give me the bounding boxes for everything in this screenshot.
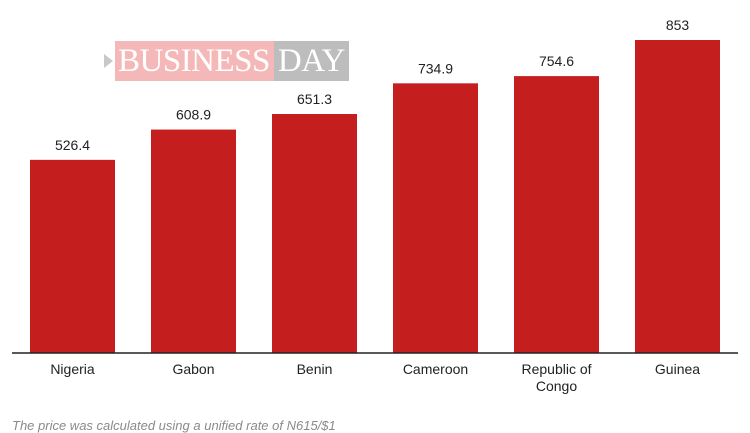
value-labels-group: 526.4 608.9 651.3 734.9 754.6 853 <box>55 17 689 153</box>
value-label: 853 <box>666 17 690 33</box>
logo-business-text: BUSINESS <box>115 41 274 81</box>
bar-guinea <box>635 40 720 353</box>
value-label: 754.6 <box>539 53 574 69</box>
bar-nigeria <box>30 159 115 353</box>
businessday-logo: BUSINESS DAY <box>104 41 349 81</box>
category-label: Cameroon <box>403 361 468 377</box>
footnote: The price was calculated using a unified… <box>12 418 336 433</box>
category-label: Congo <box>536 378 577 394</box>
value-label: 651.3 <box>297 91 332 107</box>
bars-group <box>30 40 720 354</box>
bar-benin <box>272 114 357 353</box>
bar-cameroon <box>393 83 478 354</box>
category-labels-group: Nigeria Gabon Benin Cameroon Republic ofCong… <box>50 361 700 394</box>
category-label: Guinea <box>655 361 700 377</box>
category-label: Nigeria <box>50 361 95 377</box>
category-label: Gabon <box>172 361 214 377</box>
category-label: Benin <box>297 361 333 377</box>
logo-day-text: DAY <box>273 41 349 81</box>
logo-arrow-icon <box>104 54 113 68</box>
value-label: 608.9 <box>176 107 211 123</box>
bar-gabon <box>151 129 236 353</box>
value-label: 734.9 <box>418 60 453 76</box>
category-label: Republic of <box>521 361 591 377</box>
value-label: 526.4 <box>55 137 90 153</box>
bar-republic-of-congo <box>514 76 599 353</box>
